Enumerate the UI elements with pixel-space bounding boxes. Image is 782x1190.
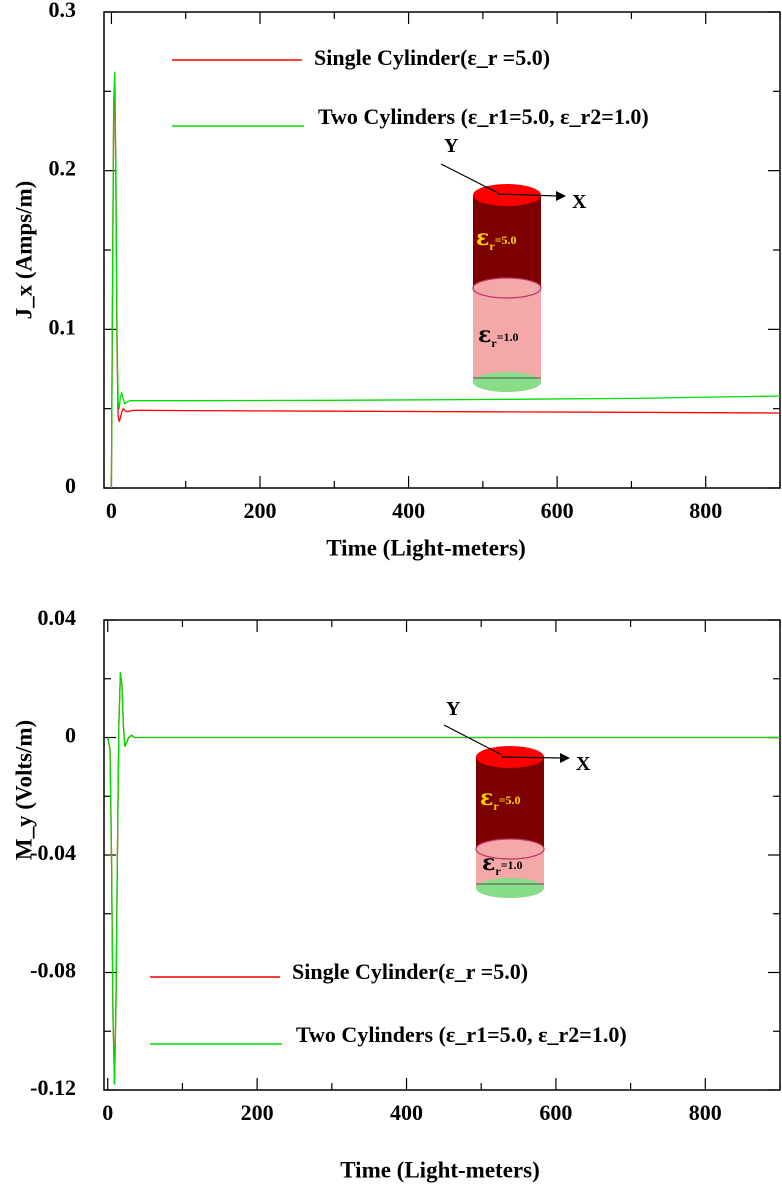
my-x-axis-arrow [501,756,563,759]
y-tick-label: -0.12 [30,1075,76,1100]
my-x-axis-title: Time (Light-meters) [340,1157,540,1182]
y-tick-label: 0.1 [49,314,77,339]
my-legend-label-single: Single Cylinder(ε_r =5.0) [292,959,528,984]
jx-legend-label-single: Single Cylinder(ε_r =5.0) [314,45,550,70]
x-tick-label: 200 [241,1100,274,1125]
y-tick-label: 0 [65,723,76,748]
my-cylinder-interface [475,838,545,860]
jx-series [110,71,781,489]
y-tick-label: 0.2 [49,156,77,181]
jx-y-axis-title: J_x (Amps/m) [11,181,36,320]
jx-inset-y-label: Y [444,135,459,157]
y-tick-label: 0 [65,473,76,498]
x-tick-label: 600 [541,498,574,523]
my-cylinder-inset: Y X εr=5.0 εr=1.0 [443,698,591,898]
my-y-axis-title: M_y (Volts/m) [11,720,36,860]
my-cylinder-bottom-cap [476,878,544,898]
x-tick-label: 400 [392,498,425,523]
jx-x-axis-title: Time (Light-meters) [326,535,526,560]
my-inset-top-permittivity: εr=5.0 [480,785,521,813]
my-y-axis-arrow [443,724,503,756]
jx-chart: 0 200 400 600 800 0 0.1 0.2 0.3 Single Cylinder(… [11,0,781,560]
jx-cylinder-bottom-section [473,288,541,392]
my-inset-bottom-permittivity: εr=1.0 [482,850,523,878]
jx-cylinder-interface [472,277,542,299]
jx-inset-top-permittivity: εr=5.0 [476,225,517,253]
jx-plot-frame [103,11,781,489]
x-tick-label: 0 [102,1100,113,1125]
jx-y-axis-arrow [440,163,499,194]
my-plot-frame [103,619,781,1091]
x-tick-label: 0 [106,498,117,523]
my-series [107,672,780,1085]
jx-series-line-two [110,71,781,489]
my-inset-x-label: X [576,753,591,775]
jx-ticks: 0 200 400 600 800 0 0.1 0.2 0.3 [49,0,781,523]
jx-legend: Single Cylinder(ε_r =5.0) Two Cylinders … [172,45,649,129]
jx-legend-label-two: Two Cylinders (ε_r1=5.0, ε_r2=1.0) [318,104,649,129]
jx-cylinder-bottom-cap [473,372,541,392]
my-legend: Single Cylinder(ε_r =5.0) Two Cylinders … [150,959,627,1047]
x-tick-label: 800 [689,1100,722,1125]
x-tick-label: 200 [244,498,277,523]
y-tick-label: -0.08 [30,958,76,983]
y-tick-label: -0.04 [30,840,76,865]
my-chart: 0 200 400 600 800 -0.12 -0.08 -0.04 0 0.04 Single… [11,605,781,1182]
jx-cylinder-inset: Y X εr=5.0 εr=1.0 [440,135,587,392]
y-tick-label: 0.3 [49,0,77,22]
my-inset-y-label: Y [446,698,461,720]
jx-x-axis-arrow [497,193,559,197]
x-tick-label: 800 [689,498,722,523]
jx-inset-bottom-permittivity: εr=1.0 [478,322,519,350]
my-cylinder-top-section [476,757,544,859]
x-tick-label: 400 [390,1100,423,1125]
my-legend-label-two: Two Cylinders (ε_r1=5.0, ε_r2=1.0) [296,1022,627,1047]
my-ticks: 0 200 400 600 800 -0.12 -0.08 -0.04 0 0.04 [30,605,781,1125]
jx-inset-x-label: X [572,191,587,213]
jx-x-arrow-head [556,191,566,201]
x-tick-label: 600 [539,1100,572,1125]
my-x-arrow-head [560,753,570,763]
y-tick-label: 0.04 [38,605,77,630]
my-series-line-two [107,672,780,1085]
jx-cylinder-top-section [473,195,541,298]
